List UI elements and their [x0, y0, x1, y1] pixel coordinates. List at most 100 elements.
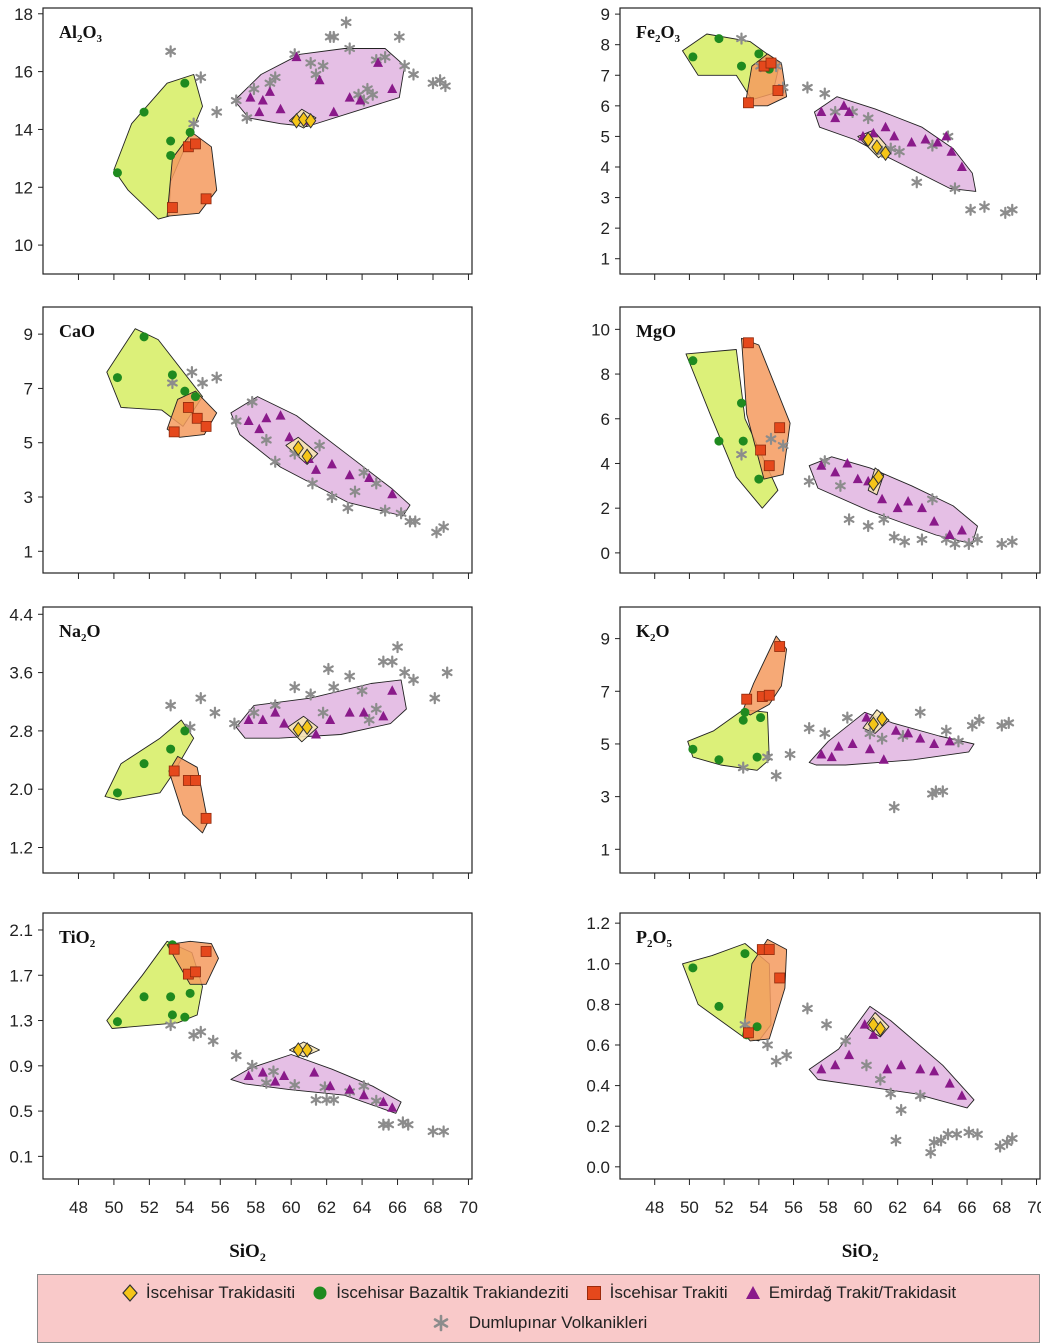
data-point-emirdag — [844, 106, 855, 116]
data-point-dumlupinar — [195, 691, 207, 705]
data-point-dumlupinar — [344, 42, 356, 55]
data-point-dumlupinar — [966, 719, 978, 732]
x-tick-label: 62 — [317, 1198, 336, 1217]
data-point-dumlupinar — [326, 490, 338, 504]
data-point-dumlupinar — [996, 537, 1008, 551]
data-point-dumlupinar — [802, 1002, 813, 1015]
data-point-emirdag — [254, 423, 265, 434]
data-point-emirdag — [920, 133, 931, 144]
data-point-dumlupinar — [890, 1134, 902, 1147]
y-tick-label: 3 — [24, 488, 33, 507]
data-point-emirdag — [830, 1059, 841, 1070]
data-point-trakidasit — [301, 448, 313, 465]
data-point-dumlupinar — [260, 1076, 272, 1089]
data-point-emirdag — [245, 92, 256, 102]
data-point-dumlupinar — [916, 533, 928, 546]
data-point-emirdag — [852, 473, 863, 484]
data-point-emirdag — [877, 493, 888, 504]
data-point-dumlupinar — [395, 507, 407, 520]
data-point-emirdag — [859, 1019, 870, 1029]
data-point-dumlupinar — [438, 520, 450, 533]
data-point-dumlupinar — [911, 176, 923, 189]
data-point-emirdag — [378, 710, 389, 721]
data-point-bazaltik — [688, 52, 698, 62]
data-point-dumlupinar — [370, 1094, 382, 1107]
data-point-dumlupinar — [230, 1049, 242, 1062]
data-point-dumlupinar — [736, 32, 747, 45]
data-point-emirdag — [830, 112, 841, 123]
panel-label: Fe2O3 — [636, 22, 681, 45]
data-point-dumlupinar — [874, 1073, 886, 1086]
data-point-dumlupinar — [356, 684, 368, 697]
legend-item-dumlupinar: Dumlupınar Volkanikleri — [430, 1313, 647, 1333]
y-tick-label: 9 — [601, 5, 610, 24]
data-point-bazaltik — [166, 150, 176, 160]
data-point-emirdag — [844, 1049, 855, 1060]
data-point-dumlupinar — [165, 699, 177, 712]
data-point-dumlupinar — [269, 71, 281, 84]
data-point-dumlupinar — [1006, 203, 1018, 216]
data-point-dumlupinar — [307, 477, 318, 490]
legend-label-trakit: İscehisar Trakiti — [609, 1283, 728, 1302]
data-point-emirdag — [816, 460, 827, 470]
data-point-trakidasit — [292, 440, 304, 457]
data-point-trakit — [191, 412, 203, 424]
x-tick-label: 68 — [992, 1198, 1011, 1217]
data-point-dumlupinar — [996, 719, 1008, 732]
panel-k2o: 1 3 5 7 9 K2O — [601, 606, 1041, 879]
data-point-emirdag — [378, 1096, 389, 1107]
data-point-emirdag — [946, 146, 957, 156]
data-point-dumlupinar — [314, 439, 325, 452]
data-point-dumlupinar — [935, 1134, 947, 1147]
data-point-emirdag — [826, 751, 837, 762]
data-point-emirdag — [257, 714, 268, 724]
data-point-dumlupinar — [942, 1128, 954, 1141]
data-point-dumlupinar — [440, 79, 451, 93]
panel-na2o: 1.2 2.0 2.8 3.6 4.4 Na2O — [9, 605, 473, 879]
data-point-emirdag — [915, 1063, 926, 1074]
y-tick-label: 9 — [24, 325, 33, 344]
data-point-dumlupinar — [972, 533, 983, 546]
data-point-dumlupinar — [862, 111, 874, 125]
data-point-emirdag — [906, 137, 917, 147]
y-tick-label: 0.4 — [586, 1077, 610, 1096]
y-tick-label: 4 — [601, 454, 610, 473]
data-point-dumlupinar — [781, 1049, 793, 1062]
data-point-dumlupinar — [246, 395, 258, 409]
data-point-dumlupinar — [211, 371, 223, 384]
field-envelope — [104, 719, 195, 801]
legend-row-2: Dumlupınar Volkanikleri — [38, 1313, 1039, 1333]
panel-mgo: 0 2 4 6 8 10 MgO — [591, 306, 1041, 579]
data-point-dumlupinar — [803, 722, 815, 735]
data-point-bazaltik — [736, 398, 746, 408]
data-point-dumlupinar — [317, 59, 329, 72]
data-point-dumlupinar — [979, 200, 990, 213]
legend: İscehisar Trakidasiti İscehisar Bazaltik… — [37, 1274, 1040, 1343]
data-point-emirdag — [358, 707, 369, 717]
x-tick-label: 52 — [715, 1198, 734, 1217]
data-point-emirdag — [270, 707, 281, 717]
y-tick-label: 1.7 — [9, 966, 33, 985]
data-point-dumlupinar — [762, 751, 773, 764]
data-point-bazaltik — [139, 332, 149, 342]
data-point-trakidasit — [862, 131, 874, 148]
data-point-dumlupinar — [248, 82, 260, 96]
x-tick-label: 58 — [819, 1198, 838, 1217]
data-point-dumlupinar — [431, 526, 442, 539]
panel-fe2o3: 1 2 3 4 5 6 7 8 9 Fe2O3 — [601, 5, 1041, 280]
data-point-emirdag — [932, 137, 943, 147]
data-point-bazaltik — [740, 949, 750, 959]
data-point-dumlupinar — [770, 1055, 782, 1068]
data-point-trakit — [774, 422, 786, 434]
data-point-dumlupinar — [197, 376, 208, 390]
data-point-dumlupinar — [207, 1034, 219, 1048]
data-point-trakit — [200, 812, 212, 824]
data-point-dumlupinar — [358, 1080, 370, 1093]
data-point-dumlupinar — [819, 87, 831, 100]
data-point-bazaltik — [139, 992, 149, 1002]
data-point-emirdag — [941, 130, 952, 141]
data-point-dumlupinar — [963, 1126, 975, 1139]
data-point-bazaltik — [740, 707, 750, 717]
y-tick-label: 0 — [601, 544, 610, 563]
